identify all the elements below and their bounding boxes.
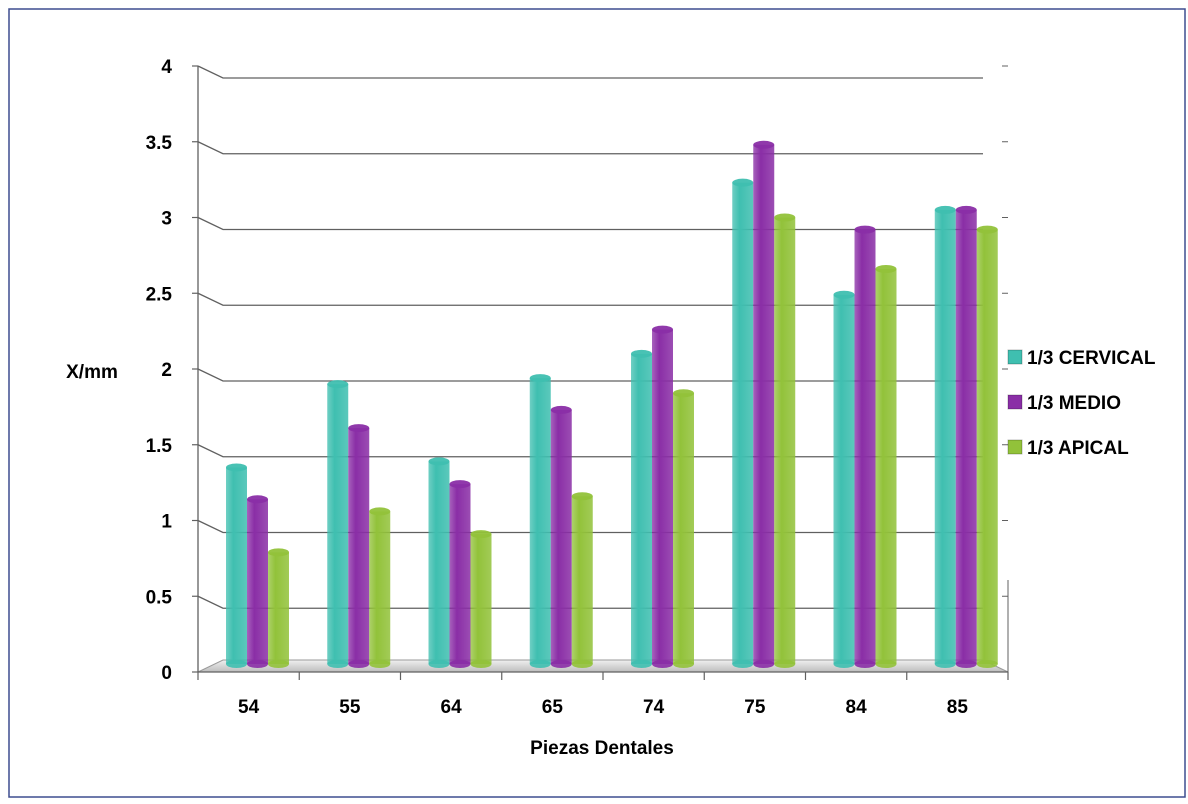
legend-item: 1/3 CERVICAL bbox=[1007, 348, 1156, 369]
legend-item: 1/3 MEDIO bbox=[1007, 393, 1121, 414]
bar bbox=[571, 492, 593, 668]
y-tick-label: 3 bbox=[161, 209, 172, 230]
legend-label: 1/3 MEDIO bbox=[1027, 393, 1121, 414]
bar bbox=[369, 507, 391, 668]
bar bbox=[732, 178, 754, 668]
legend-swatch bbox=[1007, 439, 1023, 455]
bar bbox=[348, 424, 370, 668]
legend-label: 1/3 APICAL bbox=[1027, 438, 1129, 459]
gridline bbox=[197, 292, 983, 306]
bar bbox=[428, 457, 450, 668]
bar bbox=[934, 205, 956, 668]
legend: 1/3 CERVICAL 1/3 MEDIO 1/3 APICAL bbox=[1007, 348, 1156, 459]
bar bbox=[631, 349, 652, 668]
gridlines bbox=[192, 65, 1008, 673]
x-tick-labels: 54 55 64 65 74 75 84 85 bbox=[238, 697, 968, 718]
bar bbox=[854, 225, 876, 668]
y-tick-label: 0.5 bbox=[146, 587, 173, 608]
bars bbox=[226, 140, 998, 668]
bar bbox=[673, 389, 694, 668]
x-tick-label: 75 bbox=[744, 697, 766, 718]
x-tick-label: 65 bbox=[542, 697, 564, 718]
bar bbox=[226, 463, 247, 668]
y-tick-labels: 0 0.5 1 1.5 2 2.5 3 3.5 4 bbox=[146, 57, 173, 684]
bar bbox=[833, 290, 855, 668]
bar bbox=[529, 374, 551, 668]
y-tick-label: 1.5 bbox=[146, 436, 173, 457]
legend-label: 1/3 CERVICAL bbox=[1027, 348, 1156, 369]
y-tick-label: 0 bbox=[161, 663, 172, 684]
x-tick-label: 64 bbox=[441, 697, 463, 718]
y-tick-label: 3.5 bbox=[146, 133, 173, 154]
x-axis-label: Piezas Dentales bbox=[530, 738, 674, 759]
y-tick-label: 1 bbox=[161, 512, 172, 533]
bar bbox=[955, 205, 977, 668]
bar bbox=[652, 325, 673, 668]
y-tick-label: 2 bbox=[161, 360, 172, 381]
gridline bbox=[197, 65, 983, 79]
x-tick-label: 74 bbox=[643, 697, 665, 718]
y-tick-label: 4 bbox=[161, 57, 172, 78]
bar bbox=[550, 405, 572, 668]
gridline bbox=[197, 368, 983, 382]
axes bbox=[197, 66, 1009, 680]
x-tick-label: 85 bbox=[947, 697, 969, 718]
bar bbox=[753, 140, 775, 668]
bar bbox=[774, 213, 796, 668]
x-tick-label: 54 bbox=[238, 697, 260, 718]
legend-swatch bbox=[1007, 394, 1023, 410]
y-tick-label: 2.5 bbox=[146, 284, 173, 305]
x-tick-label: 84 bbox=[846, 697, 868, 718]
gridline bbox=[197, 141, 983, 155]
bar bbox=[327, 380, 349, 668]
legend-item: 1/3 APICAL bbox=[1007, 438, 1129, 459]
gridline bbox=[197, 595, 983, 609]
gridline bbox=[197, 444, 983, 458]
bar bbox=[976, 225, 998, 668]
bar bbox=[875, 265, 897, 668]
gridline bbox=[197, 216, 983, 231]
bar bbox=[449, 480, 471, 668]
bar bbox=[470, 530, 492, 668]
bar bbox=[247, 495, 268, 668]
bar bbox=[268, 548, 289, 668]
gridline bbox=[197, 519, 983, 534]
y-axis-label: X/mm bbox=[66, 362, 118, 383]
legend-swatch bbox=[1007, 349, 1023, 365]
x-tick-label: 55 bbox=[339, 697, 361, 718]
